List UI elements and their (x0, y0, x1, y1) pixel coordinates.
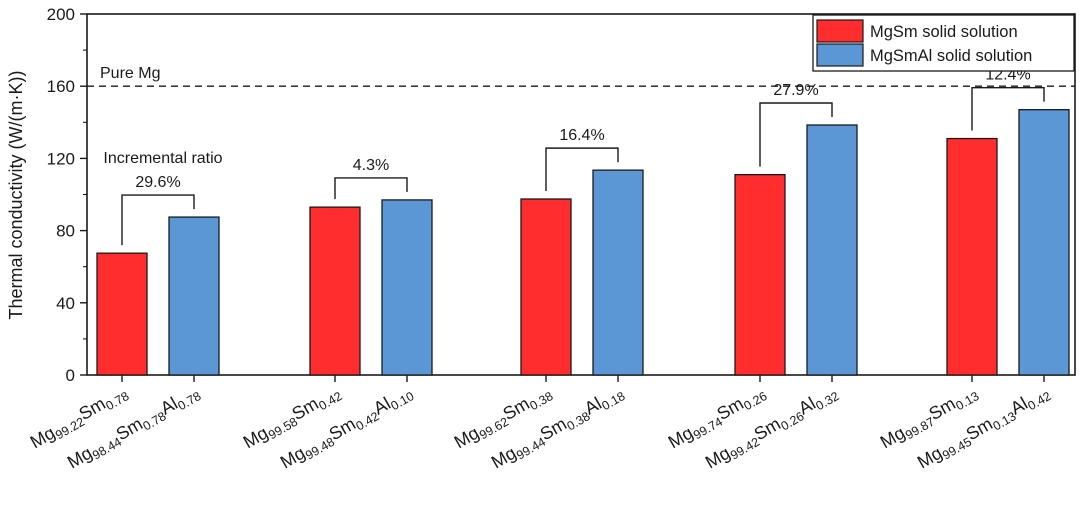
ratio-bracket-4 (759, 102, 833, 167)
x-category-label-mgsmal-3: Mg99.44Sm0.38Al0.18 (488, 381, 628, 475)
y-axis-title: Thermal conductivity (W/(m·K)) (6, 70, 26, 319)
x-category-label-mgsmal-2: Mg99.48Sm0.42Al0.10 (277, 381, 417, 475)
ratio-label-3: 16.4% (559, 127, 604, 144)
ratio-bracket-1 (121, 194, 195, 246)
y-tick-label: 160 (47, 77, 75, 96)
bar-mgsmal-3 (592, 169, 644, 376)
bar-mgsmal-4 (806, 124, 858, 376)
bar-mgsm-4 (734, 173, 786, 376)
incremental-ratio-title: Incremental ratio (103, 150, 222, 167)
legend-label-mgsmal: MgSmAl solid solution (870, 47, 1032, 65)
ratio-label-1: 29.6% (135, 174, 180, 191)
y-tick-label: 120 (47, 149, 75, 168)
ratio-bracket-5 (971, 86, 1045, 131)
pure-mg-label: Pure Mg (100, 65, 160, 82)
bar-mgsm-1 (96, 252, 148, 376)
y-tick-label: 0 (66, 366, 75, 385)
bar-mgsmal-5 (1018, 109, 1070, 376)
bar-mgsmal-1 (168, 216, 220, 376)
y-tick-label: 200 (47, 5, 75, 24)
bar-mgsm-5 (946, 137, 998, 376)
x-category-label-mgsmal-1: Mg98.44Sm0.78Al0.78 (64, 381, 204, 475)
ratio-label-4: 27.9% (773, 82, 818, 99)
y-tick-label: 80 (56, 222, 75, 241)
x-category-label-mgsmal-5: Mg99.45Sm0.13Al0.42 (914, 381, 1054, 475)
ratio-bracket-2 (334, 177, 408, 200)
legend-swatch-mgsm (816, 19, 864, 43)
bar-mgsm-2 (309, 206, 361, 376)
legend-swatch-mgsmal (816, 43, 864, 67)
ratio-label-2: 4.3% (353, 157, 389, 174)
bar-mgsmal-2 (381, 199, 433, 376)
legend-label-mgsm: MgSm solid solution (870, 23, 1018, 41)
legend: MgSm solid solution MgSmAl solid solution (812, 14, 1075, 72)
y-tick-label: 40 (56, 294, 75, 313)
x-category-label-mgsmal-4: Mg99.42Sm0.26Al0.32 (702, 381, 842, 475)
ratio-bracket-3 (545, 147, 619, 192)
bar-mgsm-3 (520, 198, 572, 376)
